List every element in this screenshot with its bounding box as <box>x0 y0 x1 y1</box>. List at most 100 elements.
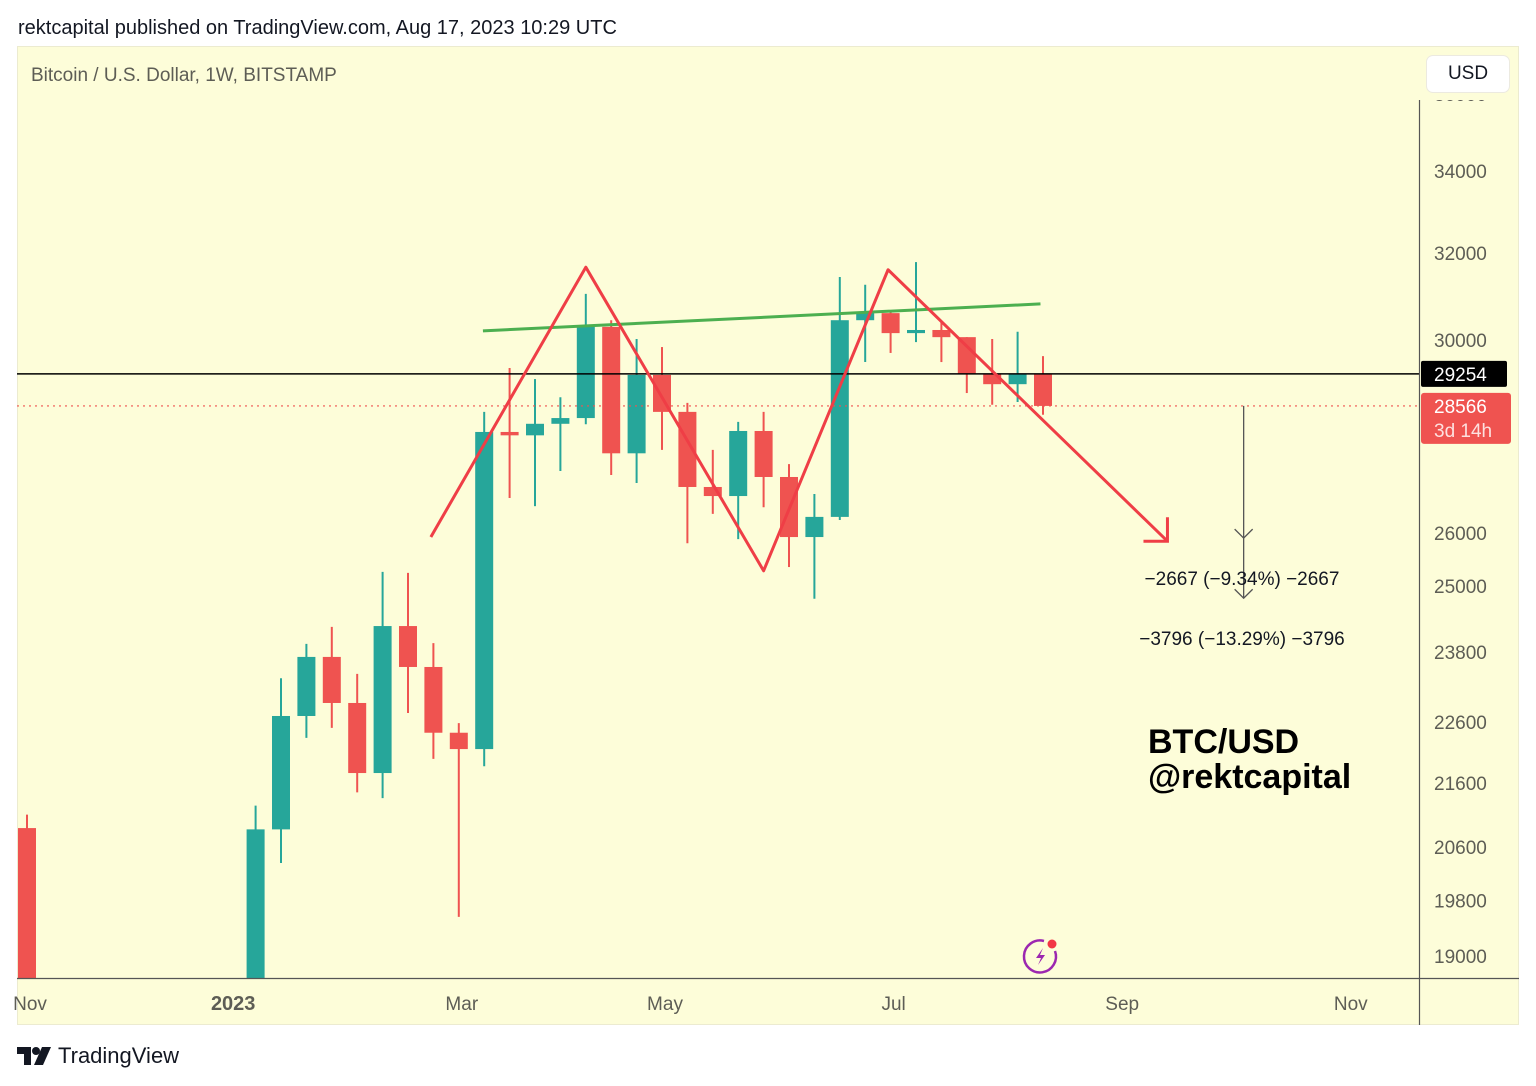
countdown-label: 3d 14h <box>1434 421 1492 442</box>
candle <box>500 368 519 499</box>
reference-price-label: 29254 <box>1434 365 1487 386</box>
neckline <box>482 302 1041 333</box>
candle <box>754 411 773 508</box>
candle-body <box>932 329 951 338</box>
price-tick-label: 21600 <box>1434 774 1487 795</box>
candle-body <box>907 329 925 334</box>
candle <box>526 379 544 507</box>
candle-body <box>475 431 494 750</box>
candles-layer <box>18 262 1052 978</box>
candle-body <box>297 656 316 716</box>
candle <box>780 464 798 568</box>
time-tick-label: Mar <box>445 994 478 1015</box>
measure-arrow-2 <box>1234 588 1254 600</box>
tradingview-logo-icon <box>17 1047 51 1065</box>
price-tick-label: 19000 <box>1434 947 1487 968</box>
candle-body <box>449 732 468 750</box>
chart-panel <box>17 46 1519 1025</box>
candle-body <box>957 337 976 374</box>
price-tick-label: 25000 <box>1434 577 1487 598</box>
candle <box>627 338 646 483</box>
tradingview-logo[interactable]: TradingView <box>17 1043 179 1069</box>
candle <box>602 320 621 475</box>
candle <box>373 571 392 799</box>
reference-price-badge <box>1421 360 1507 387</box>
symbol-title: Bitcoin / U.S. Dollar, 1W, BITSTAMP <box>31 65 337 86</box>
candle-body <box>272 715 290 830</box>
price-tick-label: 26000 <box>1434 524 1487 545</box>
pattern-arrowhead <box>1143 517 1169 543</box>
candle-body <box>399 626 417 667</box>
candle <box>576 293 595 425</box>
candle <box>18 814 36 978</box>
candle-body <box>373 626 392 774</box>
drawings-layer <box>17 265 1419 600</box>
measure-label-2: −3796 (−13.29%) −3796 <box>1139 629 1344 650</box>
price-tick-label: 32000 <box>1434 244 1487 265</box>
price-axis[interactable]: 36000 34000 32000 30000 26000 25000 23800 22600… <box>1434 85 1487 968</box>
candle-body <box>805 516 824 538</box>
candle-body <box>754 430 773 477</box>
candle <box>805 494 824 599</box>
time-tick-label: Jul <box>881 994 905 1015</box>
price-tick-label: 22600 <box>1434 713 1487 734</box>
candle <box>399 572 417 714</box>
time-tick-label: 2023 <box>211 993 256 1015</box>
candle-body <box>983 373 1002 385</box>
candle-body <box>551 418 570 424</box>
time-tick-label: Sep <box>1105 994 1139 1015</box>
candle <box>424 643 443 759</box>
candle <box>932 321 951 363</box>
price-tick-label: 19800 <box>1434 891 1487 912</box>
lightning-alert-icon[interactable] <box>1022 939 1058 974</box>
price-tick-label: 36000 <box>1434 85 1487 106</box>
price-tick-label: 20600 <box>1434 838 1487 859</box>
watermark-pair: BTC/USD <box>1148 723 1299 761</box>
price-labels: 29254 28566 3d 14h <box>1421 360 1511 444</box>
time-axis[interactable]: Nov 2023 Mar May Jul Sep Nov <box>13 993 1368 1015</box>
price-tick-label: 23800 <box>1434 643 1487 664</box>
publish-info: rektcapital published on TradingView.com… <box>18 17 617 39</box>
candle <box>1008 331 1027 402</box>
candle <box>449 723 468 917</box>
candle-body <box>348 702 367 774</box>
candle <box>272 678 290 864</box>
candle-body <box>1034 373 1052 406</box>
candle <box>907 262 925 343</box>
time-tick-label: Nov <box>13 994 47 1015</box>
candle-body <box>856 313 875 321</box>
candle <box>246 805 265 978</box>
watermark-author: @rektcapital <box>1148 758 1351 796</box>
time-tick-label: Nov <box>1334 994 1368 1015</box>
candle-body <box>1008 373 1027 385</box>
candle-body <box>500 431 519 436</box>
candle-body <box>246 829 265 978</box>
candle-body <box>627 374 646 454</box>
candle-body <box>526 423 544 436</box>
measure-label-1: −2667 (−9.34%) −2667 <box>1145 569 1340 590</box>
last-price-label: 28566 <box>1434 397 1487 418</box>
currency-button[interactable]: USD <box>1426 55 1510 93</box>
candle-body <box>322 656 341 703</box>
candle-body <box>703 486 722 497</box>
candle <box>678 402 697 544</box>
candle-body <box>881 313 900 334</box>
candle-body <box>424 666 443 733</box>
time-tick-label: May <box>647 994 683 1015</box>
candle-body <box>729 430 748 497</box>
candle <box>830 277 849 520</box>
candle <box>729 421 748 540</box>
double-top-pattern <box>429 265 1169 573</box>
candle <box>881 312 900 353</box>
candle-body <box>602 326 621 454</box>
price-tick-label: 34000 <box>1434 162 1487 183</box>
tradingview-brand: TradingView <box>58 1043 180 1068</box>
measure-arrow-1 <box>1234 528 1254 540</box>
candle-body <box>576 326 595 419</box>
candle <box>551 397 570 472</box>
candle <box>322 626 341 728</box>
candle-body <box>18 828 36 978</box>
price-tick-label: 30000 <box>1434 331 1487 352</box>
candle-body <box>830 320 849 517</box>
